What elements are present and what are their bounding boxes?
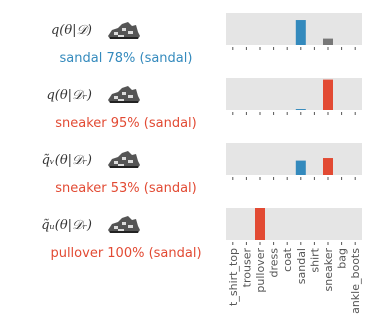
bar <box>323 38 333 45</box>
panel-background <box>226 143 362 175</box>
bar <box>295 160 306 175</box>
prediction-caption: sneaker 95% (sandal) <box>55 116 197 131</box>
prediction-caption: pullover 100% (sandal) <box>50 246 201 261</box>
x-tick-label: sandal <box>295 248 308 284</box>
x-tick-label: trouser <box>240 248 253 288</box>
model-label: q(θ|𝒟) <box>51 23 92 38</box>
panel-background <box>226 13 362 45</box>
x-tick-label: shirt <box>308 247 321 272</box>
prediction-caption: sneaker 53% (sandal) <box>55 181 197 196</box>
model-label: q̃ᵤ(θ|𝒟ᵣ) <box>41 218 92 233</box>
bar <box>255 208 265 240</box>
x-tick-label: sneaker <box>322 248 335 292</box>
x-tick-label: bag <box>336 248 349 269</box>
prediction-caption: sandal 78% (sandal) <box>60 51 193 66</box>
bar <box>323 79 333 110</box>
model-label: q(θ|𝒟ᵣ) <box>46 88 92 103</box>
x-tick-label: dress <box>268 248 281 278</box>
panel-background <box>226 78 362 110</box>
x-tick-label: t_shirt_top <box>227 248 240 306</box>
bar <box>323 158 333 175</box>
x-tick-label: coat <box>281 247 294 272</box>
bar <box>295 109 306 110</box>
panel-background <box>226 208 362 240</box>
model-label: q̃ᵥ(θ|𝒟ᵣ) <box>42 153 92 168</box>
x-tick-label: pullover <box>254 248 267 293</box>
x-tick-label: ankle_boots <box>349 248 362 314</box>
bar <box>295 20 306 45</box>
